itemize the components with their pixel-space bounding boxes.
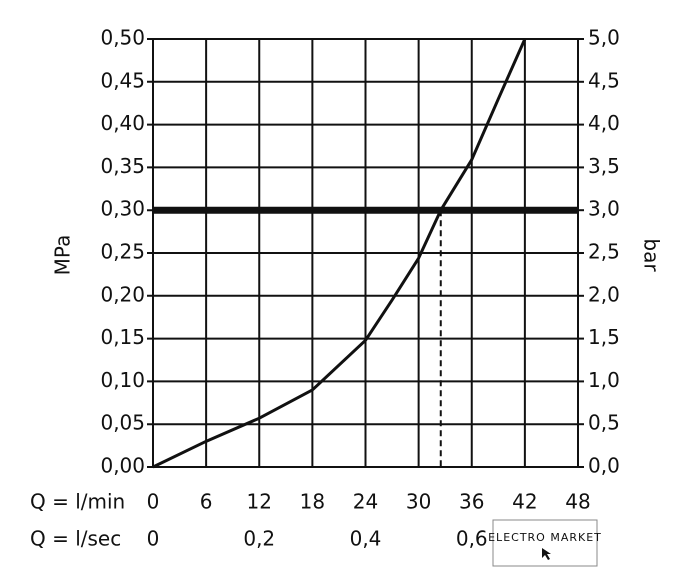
- x2-tick-label: 0,6: [456, 527, 488, 551]
- x2-tick-label: 0: [147, 527, 160, 551]
- x-tick-label: 0: [147, 490, 160, 514]
- x2-axis-title: Q = l/sec: [30, 527, 121, 551]
- y-tick-label: 0,45: [100, 68, 145, 92]
- y2-axis-title: bar: [640, 238, 664, 272]
- y-tick-label: 0,20: [100, 282, 145, 306]
- cursor-icon: [542, 548, 551, 560]
- x-tick-label: 18: [300, 490, 325, 514]
- y2-tick-label: 3,0: [588, 197, 620, 221]
- y-tick-label: 0,50: [100, 26, 145, 50]
- x-axis-title: Q = l/min: [30, 490, 125, 514]
- y2-tick-label: 2,5: [588, 240, 620, 264]
- x-tick-label: 6: [200, 490, 213, 514]
- watermark: ELECTRO MARKET: [488, 519, 602, 567]
- x-tick-label: 48: [565, 490, 590, 514]
- x-tick-label: 12: [247, 490, 272, 514]
- x-tick-label: 24: [353, 490, 378, 514]
- y2-tick-label: 1,5: [588, 325, 620, 349]
- x2-tick-label: 0,4: [350, 527, 382, 551]
- data-line: [152, 38, 527, 469]
- y-tick-label: 0,25: [100, 240, 145, 264]
- x-tick-label: 36: [459, 490, 484, 514]
- y2-tick-label: 4,0: [588, 111, 620, 135]
- y2-tick-label: 5,0: [588, 26, 620, 50]
- y2-tick-label: 1,0: [588, 368, 620, 392]
- x-tick-label: 42: [512, 490, 537, 514]
- x-tick-label: 30: [406, 490, 431, 514]
- y-tick-label: 0,05: [100, 411, 145, 435]
- y-tick-label: 0,40: [100, 111, 145, 135]
- y2-tick-label: 3,5: [588, 154, 620, 178]
- y-tick-label: 0,00: [100, 454, 145, 478]
- y2-tick-label: 2,0: [588, 282, 620, 306]
- y2-tick-label: 0,0: [588, 454, 620, 478]
- watermark-box: [492, 519, 598, 567]
- y-tick-label: 0,35: [100, 154, 145, 178]
- y-tick-label: 0,15: [100, 325, 145, 349]
- y2-tick-label: 4,5: [588, 68, 620, 92]
- y-tick-label: 0,30: [100, 197, 145, 221]
- x2-tick-label: 0,2: [243, 527, 275, 551]
- y2-tick-label: 0,5: [588, 411, 620, 435]
- watermark-text: ELECTRO MARKET: [488, 531, 602, 544]
- y-tick-label: 0,10: [100, 368, 145, 392]
- y-axis-title: MPa: [51, 235, 75, 276]
